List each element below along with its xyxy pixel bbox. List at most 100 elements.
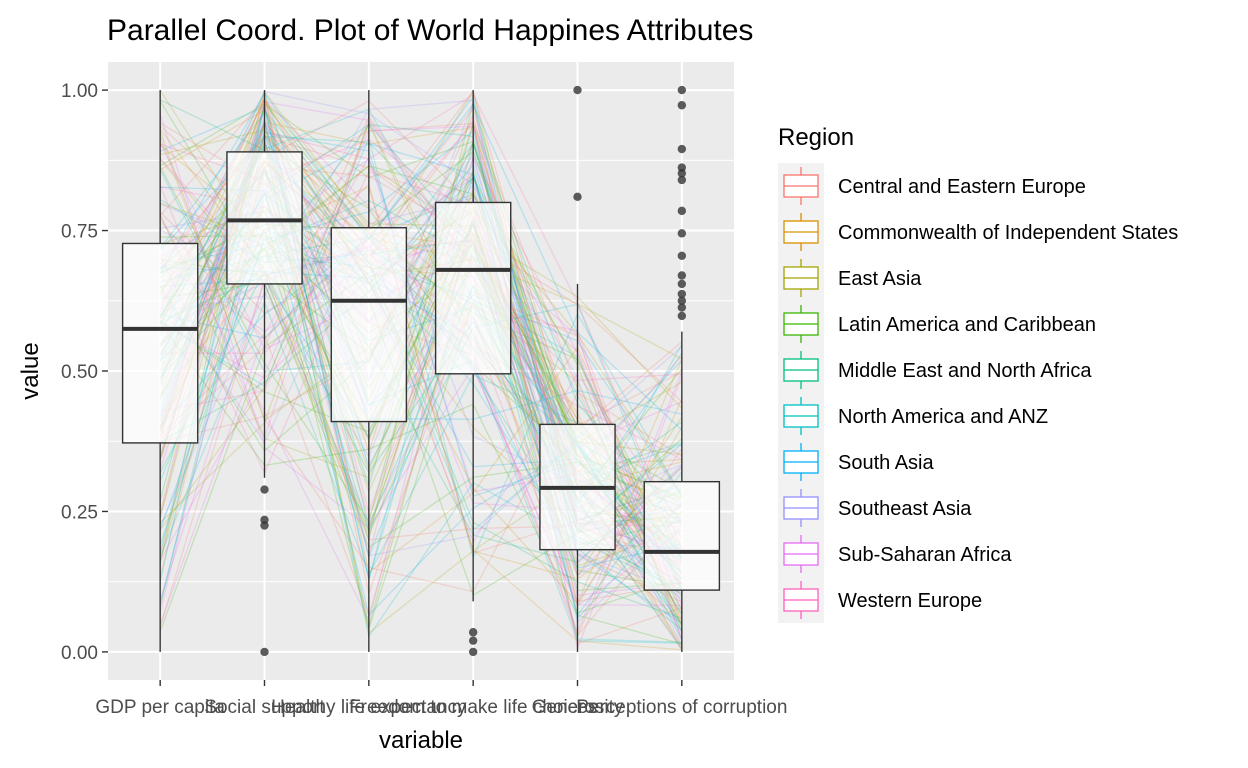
legend-label: East Asia [838,268,922,290]
outlier-point [260,521,269,530]
country-line [159,176,683,633]
outlier-point [677,229,687,238]
legend: Region Central and Eastern Europe Commonw… [778,124,1178,623]
country-line [159,113,682,607]
legend-label: Southeast Asia [838,498,972,520]
legend-title: Region [778,124,854,151]
outlier-point [677,144,687,154]
outlier-point [677,296,687,305]
outlier-point [677,311,687,321]
outlier-point [677,175,687,185]
legend-item: South Asia [778,439,935,485]
boxplot [539,85,616,652]
y-tick-label: 1.00 [61,81,98,102]
minor-grid [108,159,734,583]
country-line [160,237,683,604]
box [330,227,408,423]
box [434,201,512,375]
country-line [159,257,683,618]
country-line [159,98,683,613]
y-tick-label: 0.50 [61,362,98,383]
legend-item: Southeast Asia [778,485,972,531]
outlier-point [468,628,478,637]
legend-label: South Asia [838,452,935,474]
outlier-point [677,289,687,299]
outlier-point [677,101,687,110]
outlier-point [573,192,582,202]
legend-label: Commonwealth of Independent States [838,222,1178,244]
country-line [159,99,683,619]
country-line [160,129,683,360]
x-tick-label: Healthy life expectancy [271,697,467,718]
legend-label: North America and ANZ [838,406,1048,428]
outlier-point [677,251,687,261]
country-line [159,94,683,625]
outlier-point [468,636,478,645]
country-line [159,245,683,607]
outlier-point [677,85,687,95]
x-tick-label: Social support [204,697,325,718]
country-line [159,136,683,560]
outlier-point [260,647,269,657]
boxplot [121,90,199,652]
box [121,242,199,444]
boxplot [434,90,512,657]
y-axis-ticks: 0.00 0.25 0.50 0.75 1.00 [61,81,108,664]
boxplot [643,85,721,652]
y-tick-label: 0.00 [61,643,98,664]
country-line [159,90,683,567]
country-line [159,107,683,608]
legend-item: North America and ANZ [778,393,1048,439]
x-axis-title: variable [379,727,463,754]
legend-item: Commonwealth of Independent States [778,209,1178,255]
legend-label: Middle East and North Africa [838,360,1092,382]
outlier-point [677,303,687,312]
boxplot [226,90,303,657]
country-line [159,117,682,440]
legend-item: Sub-Saharan Africa [778,531,1012,577]
country-line [159,130,683,575]
country-line [159,136,683,593]
x-tick-label: GDP per capita [95,697,225,718]
chart-title: Parallel Coord. Plot of World Happines A… [107,14,753,47]
legend-item: Middle East and North Africa [778,347,1092,393]
country-line [159,222,682,592]
legend-item: Western Europe [778,577,982,623]
y-tick-label: 0.25 [61,502,98,523]
x-tick-label: Generosity [532,697,624,718]
country-line [159,212,682,623]
y-axis-title: value [17,342,44,399]
outlier-point [468,647,478,657]
outlier-point [677,271,687,280]
outlier-point [260,485,269,494]
outlier-point [677,279,687,289]
country-line [159,230,683,475]
legend-item: Central and Eastern Europe [778,163,1086,209]
country-line [160,233,682,569]
country-line [159,97,683,605]
country-line [159,90,682,644]
legend-label: Sub-Saharan Africa [838,544,1012,566]
legend-label: Western Europe [838,590,982,612]
box [226,151,303,285]
boxplots [121,85,721,657]
country-line [159,90,683,576]
boxplot [330,90,408,652]
legend-label: Latin America and Caribbean [838,314,1096,336]
box [643,480,721,591]
country-line [159,207,683,496]
legend-label: Central and Eastern Europe [838,176,1086,198]
legend-item: Latin America and Caribbean [778,301,1096,347]
x-tick-label: Perceptions of corruption [576,697,787,718]
country-line [159,322,683,645]
x-tick-label: Freedom to make life choices [349,697,597,718]
outlier-point [573,85,582,95]
country-line [160,99,683,624]
outlier-point [677,206,687,216]
outlier-point [677,169,687,178]
y-tick-label: 0.75 [61,222,98,243]
country-line [160,141,683,443]
legend-item: East Asia [778,255,922,301]
